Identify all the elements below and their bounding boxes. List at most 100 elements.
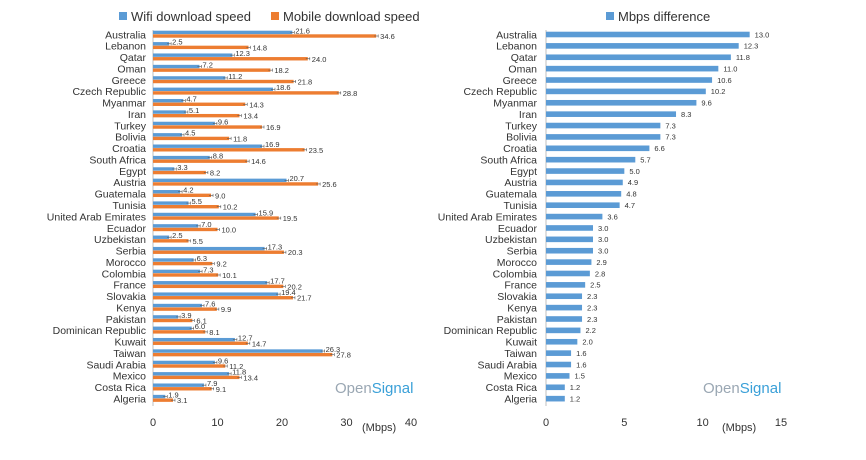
category-label-taiwan: Taiwan	[504, 348, 537, 360]
diff-bar-australia	[546, 31, 750, 38]
wifi-value-label: 7.0	[201, 220, 211, 229]
mobile-bar-iran	[153, 113, 240, 118]
category-label-croatia: Croatia	[112, 143, 146, 155]
mobile-bar-south-africa	[153, 159, 248, 163]
category-label-uzbekistan: Uzbekistan	[94, 234, 146, 246]
mobile-value-label: 11.2	[229, 362, 243, 371]
wifi-value-label: 7.6	[205, 299, 215, 308]
wifi-value-label: 17.3	[268, 243, 283, 252]
wifi-value-label: 7.2	[202, 60, 212, 69]
diff-bar-guatemala	[546, 191, 622, 197]
diff-bar-egypt	[546, 168, 625, 174]
right-x-tick-label: 0	[543, 417, 549, 429]
category-label-saudi-arabia: Saudi Arabia	[477, 359, 537, 371]
mobile-bar-qatar	[153, 57, 308, 61]
wifi-value-label: 9.6	[218, 356, 228, 365]
diff-bar-czech-republic	[546, 88, 706, 95]
mobile-bar-egypt	[153, 170, 206, 175]
category-label-greece: Greece	[503, 75, 538, 87]
speed-comparison-chart: Wifi download speed Mobile download spee…	[47, 9, 420, 434]
diff-value-label: 2.0	[582, 338, 592, 347]
diff-value-label: 3.0	[598, 224, 608, 233]
wifi-value-label: 2.5	[172, 38, 182, 47]
category-label-mexico: Mexico	[504, 371, 537, 383]
mobile-bar-kenya	[153, 307, 217, 311]
mobile-bar-uzbekistan	[153, 239, 189, 243]
diff-legend-swatch	[606, 12, 614, 20]
diff-value-label: 8.3	[681, 110, 691, 119]
mobile-bar-saudi-arabia	[153, 364, 226, 368]
wifi-value-label: 19.4	[281, 288, 296, 297]
category-label-colombia: Colombia	[102, 268, 147, 280]
right-legend: Mbps difference	[606, 9, 710, 24]
mobile-bar-slovakia	[153, 296, 293, 300]
wifi-value-label: 6.3	[197, 254, 207, 263]
mobile-value-label: 13.4	[243, 112, 258, 121]
diff-value-label: 1.6	[576, 349, 586, 358]
diff-bar-oman	[546, 65, 719, 72]
wifi-value-label: 11.8	[232, 368, 246, 377]
diff-value-label: 5.7	[640, 155, 650, 164]
mobile-bar-taiwan	[153, 352, 333, 357]
wifi-value-label: 7.9	[207, 379, 217, 388]
category-label-united-arab-emirates: United Arab Emirates	[47, 211, 146, 223]
wifi-value-label: 17.7	[270, 277, 285, 286]
mobile-value-label: 8.1	[209, 328, 219, 337]
mobile-value-label: 21.7	[297, 294, 312, 303]
wifi-bar-kuwait	[153, 337, 235, 342]
mobile-bar-oman	[153, 68, 271, 72]
wifi-bar-uzbekistan	[153, 235, 170, 239]
category-label-turkey: Turkey	[505, 120, 537, 132]
diff-bar-serbia	[546, 247, 593, 254]
category-label-egypt: Egypt	[510, 166, 537, 178]
wifi-bar-pakistan	[153, 315, 179, 319]
wifi-value-label: 11.2	[228, 72, 242, 81]
mobile-bar-tunisia	[153, 205, 219, 209]
category-label-greece: Greece	[112, 75, 147, 87]
mobile-bar-colombia	[153, 273, 219, 277]
wifi-value-label: 18.6	[276, 83, 291, 92]
mobile-bar-lebanon	[153, 45, 249, 50]
mobile-bar-dominican-republic	[153, 330, 206, 334]
category-label-pakistan: Pakistan	[106, 314, 146, 326]
mobile-value-label: 20.3	[288, 248, 303, 257]
diff-value-label: 9.6	[701, 99, 711, 108]
wifi-value-label: 3.3	[177, 163, 187, 172]
wifi-bar-dominican-republic	[153, 326, 192, 330]
diff-value-label: 2.3	[587, 292, 597, 301]
wifi-value-label: 6.0	[195, 322, 205, 331]
right-bars: 13.012.311.811.010.610.29.68.37.37.36.65…	[546, 30, 769, 403]
category-label-kenya: Kenya	[116, 302, 146, 314]
wifi-bar-morocco	[153, 258, 194, 262]
diff-value-label: 7.3	[665, 121, 675, 130]
diff-value-label: 10.2	[711, 87, 726, 96]
left-bars: 21.6 34.6 2.5 14.812.3 24.0 7.2 18.2 11.2 21.8 18…	[153, 26, 395, 405]
mobile-value-label: 5.5	[192, 237, 202, 246]
category-label-tunisia: Tunisia	[504, 200, 538, 212]
watermark-open: Open	[335, 380, 372, 397]
svg-text:OpenSignal: OpenSignal	[335, 380, 413, 397]
wifi-bar-slovakia	[153, 292, 279, 296]
category-label-australia: Australia	[496, 29, 537, 41]
category-label-austria: Austria	[113, 177, 146, 189]
category-label-south-africa: South Africa	[89, 154, 146, 166]
mobile-bar-austria	[153, 182, 319, 186]
mobile-value-label: 10.2	[223, 203, 238, 212]
wifi-value-label: 5.5	[191, 197, 201, 206]
left-unit-label: (Mbps)	[362, 422, 396, 434]
category-label-austria: Austria	[504, 177, 537, 189]
mobile-bar-france	[153, 284, 284, 289]
mobile-bar-mexico	[153, 375, 240, 380]
wifi-value-label: 8.8	[213, 151, 223, 160]
diff-value-label: 10.6	[717, 76, 732, 85]
category-label-pakistan: Pakistan	[497, 314, 537, 326]
wifi-bar-france	[153, 281, 268, 285]
wifi-bar-myanmar	[153, 98, 184, 103]
diff-value-label: 12.3	[744, 42, 759, 51]
left-watermark-logo: OpenSignal	[335, 380, 413, 397]
category-label-colombia: Colombia	[493, 268, 538, 280]
mobile-value-label: 9.2	[216, 260, 226, 269]
category-label-iran: Iran	[519, 109, 537, 121]
